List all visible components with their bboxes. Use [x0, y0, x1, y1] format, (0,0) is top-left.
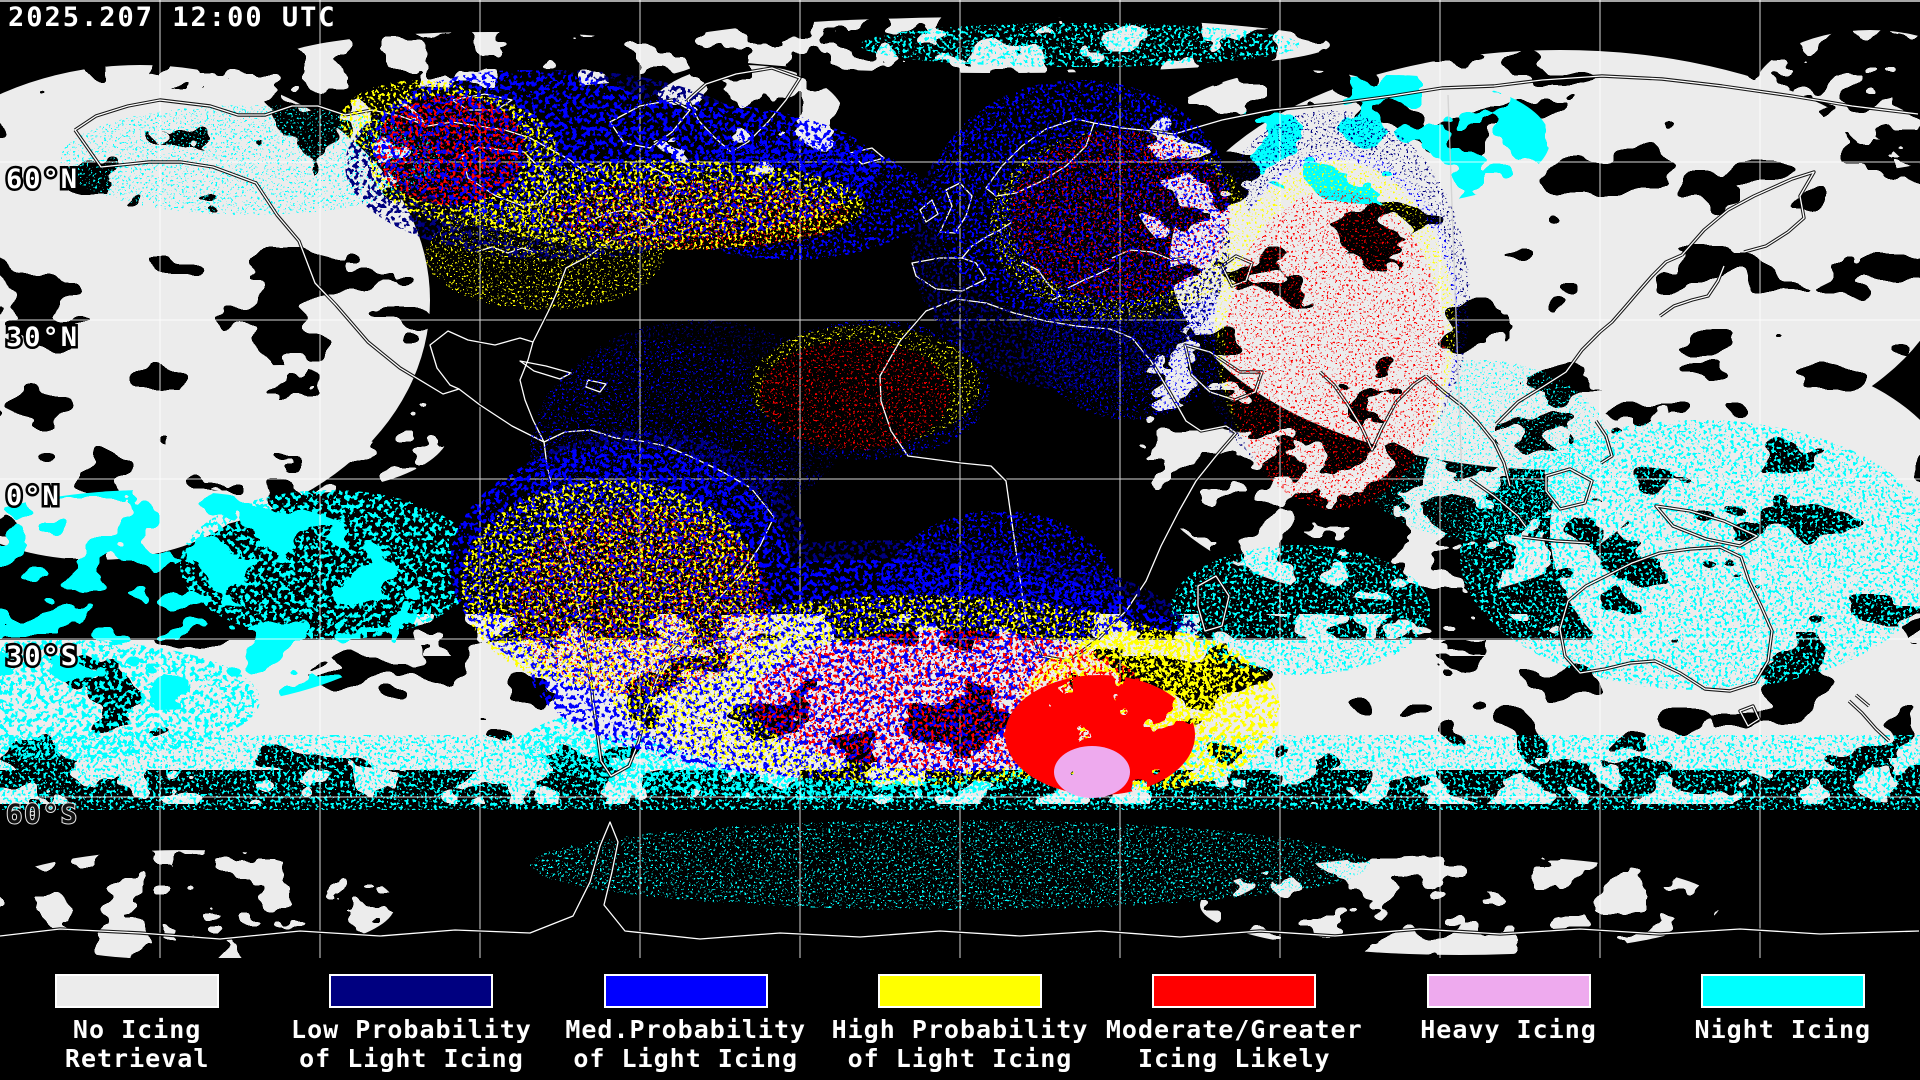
- legend-item-moderate: Moderate/Greater Icing Likely: [1097, 974, 1371, 1073]
- legend-item-high-prob: High Probability of Light Icing: [823, 974, 1097, 1073]
- legend-item-night: Night Icing: [1646, 974, 1920, 1044]
- legend-label-line1: High Probability: [831, 1015, 1089, 1044]
- legend-label-line2: Icing Likely: [1137, 1044, 1331, 1073]
- legend-label: Night Icing: [1695, 1015, 1872, 1044]
- legend-label-line1: Low Probability: [291, 1015, 532, 1044]
- legend-label: No Icing Retrieval: [65, 1015, 209, 1073]
- icing-heavy-layer: [1054, 746, 1130, 798]
- legend-label-line1: Moderate/Greater: [1105, 1015, 1363, 1044]
- legend-label: Low Probability of Light Icing: [291, 1015, 532, 1073]
- legend-label: Moderate/Greater Icing Likely: [1106, 1015, 1363, 1073]
- timestamp: 2025.207 12:00 UTC: [8, 2, 337, 33]
- legend-swatch: [877, 974, 1042, 1008]
- legend-label: Med.Probability of Light Icing: [565, 1015, 806, 1073]
- legend-item-med-prob: Med.Probability of Light Icing: [549, 974, 823, 1073]
- legend-label: High Probability of Light Icing: [832, 1015, 1089, 1073]
- latitude-label: 30°N: [6, 322, 79, 353]
- legend-item-no-icing: No Icing Retrieval: [0, 974, 274, 1073]
- legend-label: Heavy Icing: [1420, 1015, 1597, 1044]
- legend-label-line1: Night Icing: [1694, 1015, 1872, 1044]
- legend-swatch: [603, 974, 768, 1008]
- legend-label-line1: No Icing: [72, 1015, 202, 1044]
- legend-label-line2: of Light Icing: [573, 1044, 799, 1073]
- legend-label-line2: Retrieval: [64, 1044, 210, 1073]
- legend-swatch: [55, 974, 220, 1008]
- latitude-label: 60°S: [6, 799, 79, 830]
- legend-swatch: [329, 974, 494, 1008]
- legend-item-low-prob: Low Probability of Light Icing: [274, 974, 548, 1073]
- legend-label-line1: Med.Probability: [565, 1015, 807, 1044]
- legend-bar: No Icing Retrieval Low Probability of Ligh…: [0, 958, 1920, 1080]
- latitude-labels: 60°N 30°N 0°N 30°S 60°S: [4, 162, 80, 832]
- latitude-label: 0°N: [6, 481, 61, 512]
- map-canvas: 60°N 30°N 0°N 30°S 60°S 2025.207 12:00 U…: [0, 0, 1920, 960]
- legend-swatch: [1152, 974, 1317, 1008]
- latitude-label: 30°S: [6, 641, 79, 672]
- terminator-line: [1447, 94, 1463, 481]
- world-icing-map: 60°N 30°N 0°N 30°S 60°S 2025.207 12:00 U…: [0, 0, 1920, 960]
- legend-item-heavy: Heavy Icing: [1371, 974, 1645, 1044]
- icing-moderate-layer: [375, 95, 1445, 795]
- legend-label-line2: of Light Icing: [847, 1044, 1073, 1073]
- legend-swatch: [1700, 974, 1865, 1008]
- legend-swatch: [1426, 974, 1591, 1008]
- legend-label-line2: of Light Icing: [299, 1044, 524, 1073]
- legend-label-line1: Heavy Icing: [1420, 1015, 1597, 1044]
- latitude-label: 60°N: [6, 164, 79, 195]
